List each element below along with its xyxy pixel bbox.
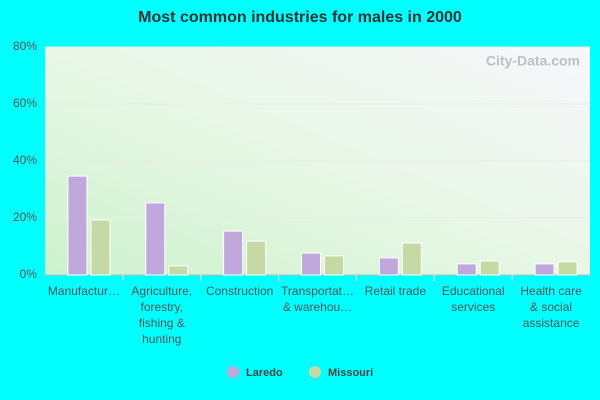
legend-label: Missouri <box>328 367 373 379</box>
watermark: City-Data.com <box>486 53 580 69</box>
y-tick-label: 0% <box>20 267 38 281</box>
x-tick-label: Transportat… & warehou… <box>281 284 354 314</box>
y-tick-label: 80% <box>13 39 37 53</box>
bar <box>90 219 111 276</box>
bar <box>479 260 500 276</box>
chart-title: Most common industries for males in 2000 <box>138 9 462 26</box>
y-tick-label: 60% <box>13 96 37 110</box>
legend-swatch <box>309 366 321 378</box>
x-tick-label: Retail trade <box>365 284 427 298</box>
bar <box>67 175 88 276</box>
bar <box>401 242 422 276</box>
bar <box>378 257 399 276</box>
y-tick-label: 20% <box>13 210 37 224</box>
legend-label: Laredo <box>246 367 283 379</box>
bar <box>246 240 267 276</box>
x-tick-label: Educational services <box>442 284 505 314</box>
bar <box>456 263 477 276</box>
bar <box>534 263 555 276</box>
x-tick-label: Agriculture, forestry, fishing & hunting <box>131 284 192 346</box>
y-tick-label: 40% <box>13 153 37 167</box>
bar <box>145 202 166 276</box>
bar <box>301 252 321 276</box>
x-tick-label: Health care & social assistance <box>520 284 582 330</box>
legend-swatch <box>227 366 239 378</box>
x-tick-label: Construction <box>206 284 273 298</box>
bar <box>223 230 244 276</box>
bar <box>557 261 578 276</box>
bar <box>324 255 344 276</box>
bar <box>168 265 189 276</box>
x-tick-label: Manufactur… <box>48 284 120 298</box>
